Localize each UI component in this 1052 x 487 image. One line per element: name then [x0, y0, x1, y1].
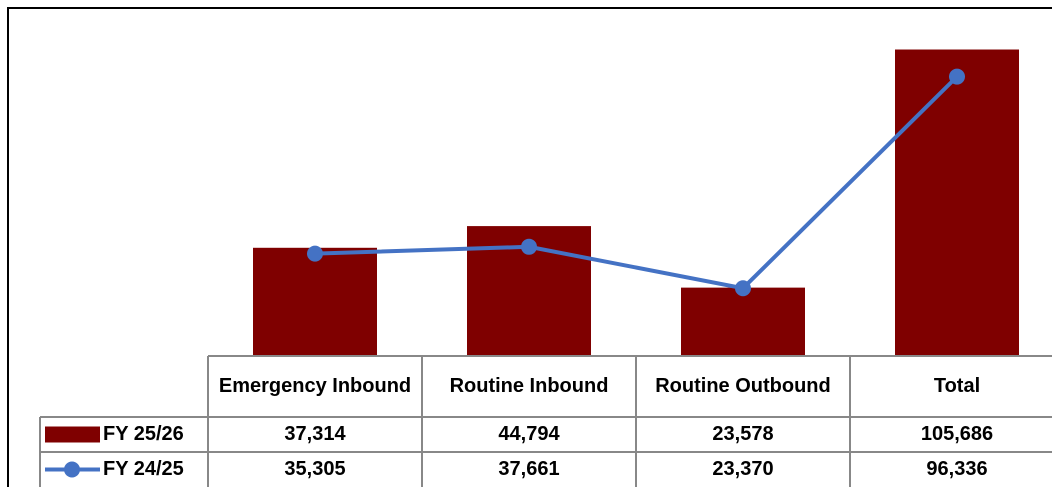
- legend-swatch: [45, 426, 100, 443]
- table-value: 23,370: [712, 458, 773, 480]
- legend-swatch: [64, 461, 80, 478]
- bar: [681, 287, 805, 356]
- table-value: 23,578: [712, 423, 773, 445]
- table-value: 37,314: [284, 423, 346, 445]
- legend-label: FY 24/25: [103, 458, 184, 480]
- line-marker: [521, 238, 537, 255]
- line-marker: [949, 68, 965, 85]
- category-label: Emergency Inbound: [219, 375, 411, 397]
- line: [314, 75, 959, 291]
- table-value: 105,686: [921, 423, 993, 445]
- category-label: Total: [934, 375, 980, 397]
- category-label: Routine Outbound: [655, 375, 831, 397]
- table-value: 44,794: [498, 423, 560, 445]
- line-marker: [735, 280, 751, 297]
- line-marker: [307, 245, 323, 262]
- legend-label: FY 25/26: [103, 423, 184, 445]
- category-label: Routine Inbound: [450, 375, 609, 397]
- table-value: 96,336: [926, 458, 987, 480]
- table-value: 37,661: [498, 458, 559, 480]
- table-value: 35,305: [284, 458, 345, 480]
- bar: [253, 247, 377, 356]
- bar: [895, 49, 1019, 357]
